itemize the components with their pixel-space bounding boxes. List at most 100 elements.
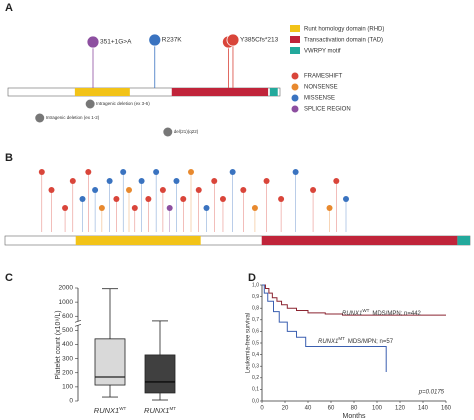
series-label: RUNX1WTMDS/MPN; n=442 [342,308,422,317]
legend-label: VWRPY motif [304,49,341,55]
mutation [148,33,162,47]
superscript: WT [362,308,369,313]
x-tick-label: 20 [282,406,289,412]
mutation [38,169,45,175]
y-tick-label: 600 [62,313,73,320]
y-axis-label: Leukemia-free survival [246,313,252,373]
label-text: MDS/MPN; n=57 [348,339,394,345]
legend-swatch [290,47,300,54]
x-tick-label: 140 [418,406,429,412]
mutation [240,187,247,193]
mutation [195,187,202,193]
survival-curve [262,284,446,316]
label-text: MDS/MPN; n=442 [372,311,421,317]
protein-bar [7,87,281,97]
y-tick-label: 0,2 [252,375,259,381]
mutation [106,178,113,184]
legend-label: NONSENSE [304,85,338,91]
mutation [113,196,120,202]
mutation [86,35,100,49]
x-tick-label: 120 [395,406,406,412]
mutation [343,196,349,202]
legend-marker [291,105,299,113]
legend-swatch [290,25,300,32]
x-tick-label: 160 [441,406,452,412]
y-tick-label: 0,7 [252,317,259,323]
mutation [310,187,317,193]
domain [171,88,269,96]
mutation [229,169,236,175]
mutation [48,187,55,193]
domain [74,88,130,96]
mutation [92,187,99,193]
y-tick-label: 2000 [59,285,74,292]
mutation [166,205,173,211]
panel-label: B [5,152,13,164]
y-tick-label: 1,0 [252,282,259,288]
mutation [278,196,285,202]
legend-swatch [290,36,300,43]
y-tick-label: 0,3 [252,364,259,370]
y-tick-label: 1000 [59,299,74,306]
deletion [85,99,95,109]
legend-label: Runt homology domain (RHD) [304,27,384,33]
domain [75,236,201,245]
mutation [251,205,258,211]
box [94,338,126,386]
annotation: p=0.0175 [418,390,445,396]
mutation [203,205,210,211]
deletion [163,127,173,137]
mutation [98,205,105,211]
superscript: WT [119,406,126,411]
x-tick-label: RUNX1WT [94,406,127,415]
gene-name: RUNX1 [342,311,362,317]
panel-label: D [248,272,256,284]
y-tick-label: 300 [62,355,73,362]
y-tick-label: 200 [62,369,73,376]
y-tick-label: 0,8 [252,306,259,312]
domain [457,236,470,245]
x-tick-label: 80 [351,406,358,412]
mutation [85,169,92,175]
legend-label: MISSENSE [304,96,335,102]
gene-name: RUNX1 [318,339,338,345]
mutation [173,178,180,184]
legend-marker [291,72,299,80]
mutation [69,178,76,184]
mutation [138,178,145,184]
y-tick-label: 0,1 [252,387,259,393]
box [144,354,176,394]
panel-label: C [5,272,13,284]
mutation [219,196,226,202]
mutation-label: R237K [162,37,183,44]
y-axis-label: Platelet count (x10⁹/L) [55,310,62,379]
y-tick-label: 400 [62,341,73,348]
domain [269,88,278,96]
domain [261,236,458,245]
deletion-label: Intragenic deletion (ex 3-6) [96,101,150,106]
mutation-label: 351+1G>A [100,39,132,46]
legend-marker [291,94,299,102]
legend-label: Transactivation domain (TAD) [304,38,383,44]
axis-break [75,321,81,326]
legend-label: SPLICE REGION [304,107,351,113]
series-label: RUNX1MTMDS/MPN; n=57 [318,336,394,345]
survival-curve [262,284,387,372]
y-tick-label: 0,0 [252,398,259,404]
mutation [326,205,333,211]
x-tick-label: 60 [328,406,335,412]
x-tick-label: 40 [305,406,312,412]
y-tick-label: 0,5 [252,340,259,346]
mutation [79,196,86,202]
axis-break-mark [74,324,82,327]
y-tick-label: 500 [62,327,73,334]
gene-name: RUNX1 [94,406,119,415]
mutation [180,196,187,202]
deletion [35,113,45,123]
mutation [153,169,160,175]
legend-label: FRAMESHIFT [304,74,343,80]
y-tick-label: 0 [69,398,73,405]
gene-name: RUNX1 [144,406,169,415]
deletion-label: del(21)(q22) [174,129,199,134]
mutation [120,169,127,175]
